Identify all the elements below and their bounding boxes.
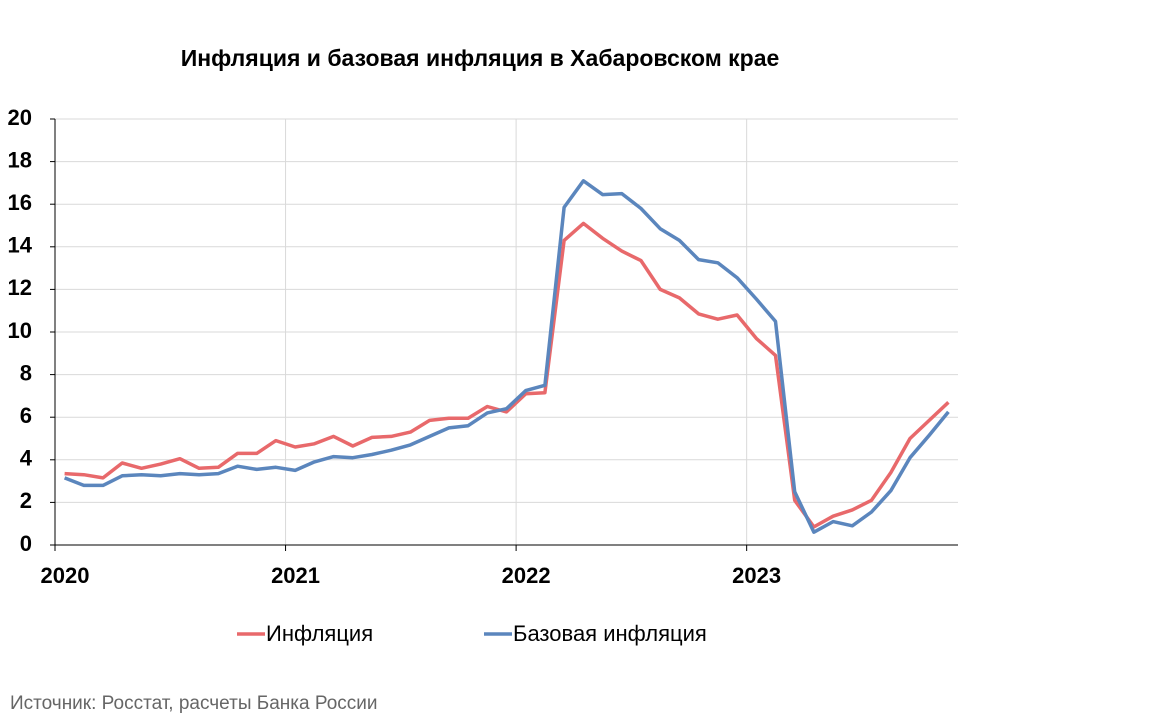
x-tick-label: 2022 <box>502 563 551 588</box>
y-tick-label: 14 <box>8 233 33 258</box>
y-tick-label: 20 <box>8 105 32 130</box>
chart-title: Инфляция и базовая инфляция в Хабаровско… <box>181 45 780 71</box>
series-line <box>64 221 950 529</box>
y-tick-label: 18 <box>8 147 32 172</box>
x-tick-label: 2021 <box>271 563 320 588</box>
legend-label: Базовая инфляция <box>513 621 707 646</box>
y-tick-label: 10 <box>8 318 32 343</box>
source: Источник: Росстат, расчеты Банка России <box>10 693 378 714</box>
x-tick-label: 2020 <box>41 563 90 588</box>
x-tick-label: 2023 <box>732 563 781 588</box>
y-tick-label: 6 <box>20 403 32 428</box>
y-tick-label: 16 <box>8 190 32 215</box>
y-tick-label: 2 <box>20 488 32 513</box>
y-tick-label: 4 <box>20 446 33 471</box>
series-line <box>63 179 950 534</box>
legend-label: Инфляция <box>266 621 373 646</box>
y-tick-label: 0 <box>20 531 32 556</box>
y-tick-label: 12 <box>8 275 32 300</box>
y-tick-label: 8 <box>20 360 32 385</box>
